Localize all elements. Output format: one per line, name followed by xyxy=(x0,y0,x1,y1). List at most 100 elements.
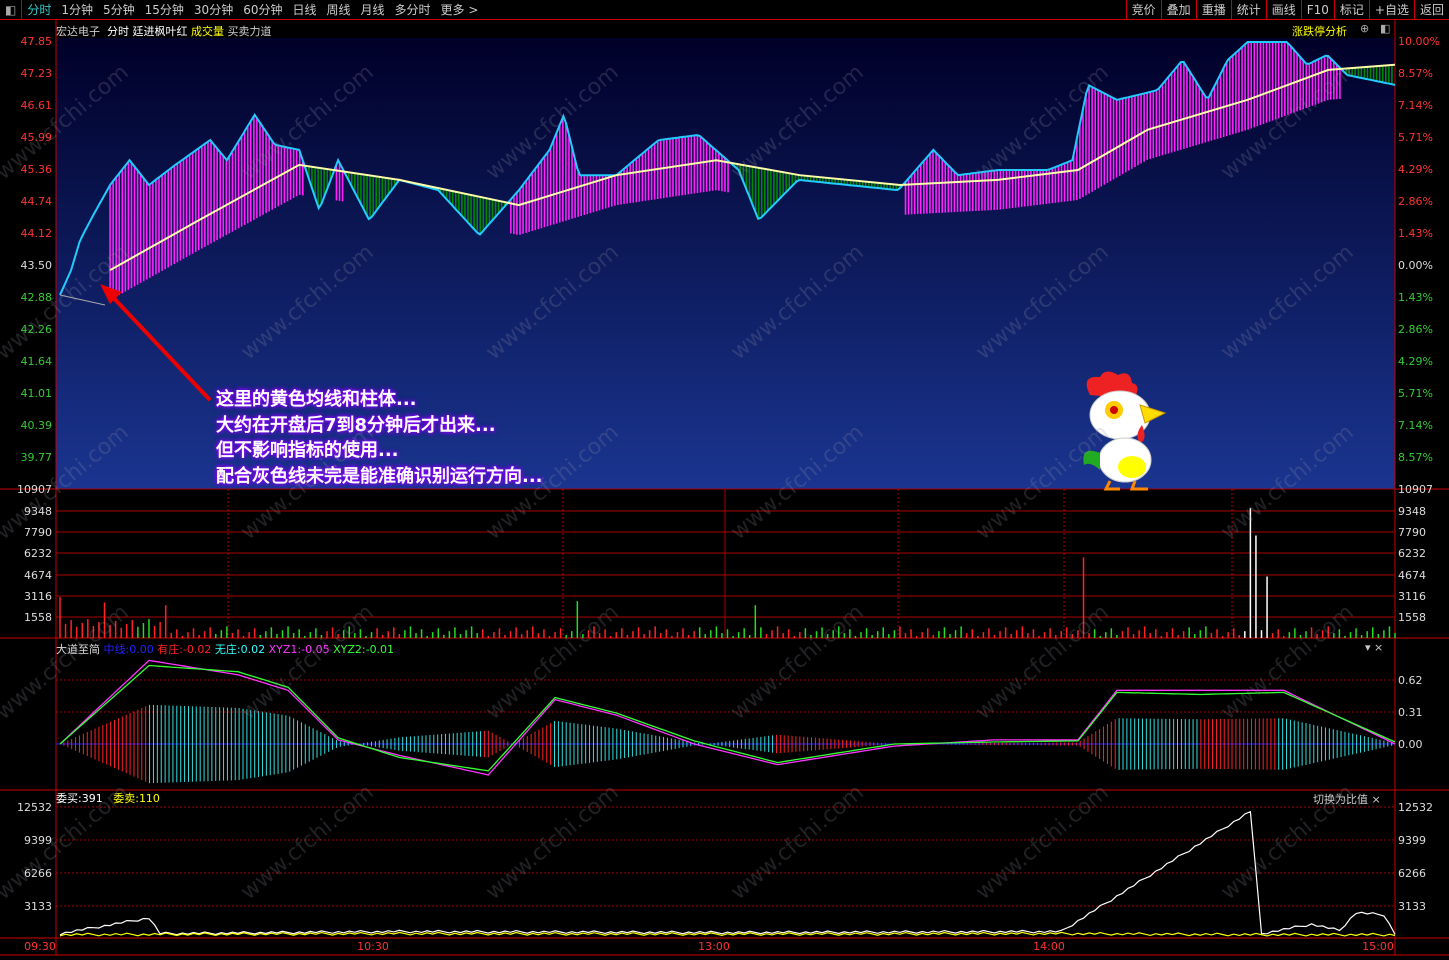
orders-tick: 3133 xyxy=(24,900,52,913)
toolbar-button[interactable]: 返回 xyxy=(1413,0,1449,20)
avg-line xyxy=(109,63,1396,272)
toolbar-button[interactable]: 叠加 xyxy=(1160,0,1196,20)
tab-period[interactable]: 5分钟 xyxy=(103,2,135,17)
price-tick: 45.36 xyxy=(21,163,53,176)
toolbar-button[interactable]: 重播 xyxy=(1195,0,1231,20)
wu-value: 无庄:0.02 xyxy=(214,643,266,656)
stock-name: 宏达电子 xyxy=(56,25,100,38)
volume-tick: 9348 xyxy=(1398,505,1426,518)
annotation-text: 这里的黄色均线和柱体... 大约在开盘后7到8分钟后才出来... 但不影响指标的… xyxy=(216,387,543,489)
volume-tick: 9348 xyxy=(24,505,52,518)
buy-orders: 委买:391 xyxy=(56,792,103,805)
price-tick: 39.77 xyxy=(21,451,53,464)
annotation-line: 配合灰色线未完是能准确识别运行方向... xyxy=(216,465,543,487)
xyz2-value: XYZ2:-0.01 xyxy=(333,643,395,656)
price-tick: 42.88 xyxy=(21,291,53,304)
time-tick: 13:00 xyxy=(698,940,730,953)
time-tick: 15:00 xyxy=(1362,940,1394,953)
tab-period[interactable]: 60分钟 xyxy=(243,2,283,17)
arrow-shaft xyxy=(106,290,212,402)
limit-analysis-button[interactable]: 涨跌停分析 xyxy=(1292,25,1347,38)
pct-tick: 5.71% xyxy=(1398,131,1433,144)
mode-label[interactable]: 分时 xyxy=(107,25,129,38)
tab-period[interactable]: 周线 xyxy=(326,2,351,17)
tab-period[interactable]: 更多 > xyxy=(440,2,479,17)
annotation-line: 大约在开盘后7到8分钟后才出来... xyxy=(216,414,496,436)
layout-toggle-icon[interactable]: ◧ xyxy=(0,0,23,20)
chart-header: 宏达电子 分时 廷进枫叶红 成交量 买卖力道 xyxy=(56,23,272,39)
expand-icon[interactable]: ⊕ xyxy=(1360,22,1370,35)
pct-tick: 10.00% xyxy=(1398,35,1440,48)
indicator-tick: 0.62 xyxy=(1398,674,1423,687)
orders-tick: 9399 xyxy=(1398,834,1426,847)
volume-tick: 7790 xyxy=(1398,526,1426,539)
pct-tick: 1.43% xyxy=(1398,291,1433,304)
toolbar-button[interactable]: 竞价 xyxy=(1125,0,1161,20)
xyz1-line xyxy=(59,659,1396,776)
toolbar-button[interactable]: 画线 xyxy=(1265,0,1301,20)
orders-tick: 6266 xyxy=(1398,867,1426,880)
pct-tick: 1.43% xyxy=(1398,227,1433,240)
orders-tick: 12532 xyxy=(1398,801,1433,814)
indicator-name[interactable]: 廷进枫叶红 xyxy=(132,25,188,38)
price-tick: 40.39 xyxy=(21,419,53,432)
annotation-line: 但不影响指标的使用... xyxy=(216,440,399,461)
orders-tick: 6266 xyxy=(24,867,52,880)
pct-tick: 4.29% xyxy=(1398,355,1433,368)
xyz2-line xyxy=(59,664,1396,772)
pct-tick: 0.00% xyxy=(1398,259,1433,272)
xyz1-value: XYZ1:-0.05 xyxy=(268,643,330,656)
pct-tick: 2.86% xyxy=(1398,323,1433,336)
buy_orders-line xyxy=(59,810,1396,936)
mid-line-value: 中线:0.00 xyxy=(103,643,154,656)
pct-tick: 2.86% xyxy=(1398,195,1433,208)
sell-orders: 委卖:110 xyxy=(113,792,160,805)
indicator-legend: 大道至简 中线:0.00 有庄:-0.02 无庄:0.02 XYZ1:-0.05… xyxy=(56,641,394,657)
pct-tick: 7.14% xyxy=(1398,419,1433,432)
toolbar-button[interactable]: +自选 xyxy=(1368,0,1414,20)
volume-tick: 10907 xyxy=(1398,483,1433,496)
you-value: 有庄:-0.02 xyxy=(157,643,212,656)
toolbar-button[interactable]: 标记 xyxy=(1333,0,1369,20)
price-tick: 41.01 xyxy=(21,387,53,400)
time-tick: 14:00 xyxy=(1033,940,1065,953)
period-tabs: 分时 1分钟 5分钟 15分钟 30分钟 60分钟 日线 周线 月线 多分时 更多 > xyxy=(22,0,483,20)
volume-tick: 6232 xyxy=(24,547,52,560)
price-tick: 41.64 xyxy=(21,355,53,368)
time-tick: 10:30 xyxy=(357,940,389,953)
orders-tick: 3133 xyxy=(1398,900,1426,913)
volume-tick: 3116 xyxy=(24,590,52,603)
tab-period[interactable]: 1分钟 xyxy=(61,2,93,17)
indicator-title: 大道至简 xyxy=(56,643,100,656)
tab-period[interactable]: 日线 xyxy=(292,2,317,17)
toolbar-button[interactable]: 统计 xyxy=(1230,0,1266,20)
tab-period[interactable]: 30分钟 xyxy=(193,2,234,17)
tab-period[interactable]: 分时 xyxy=(27,2,52,17)
price-tick: 46.61 xyxy=(21,99,53,112)
indicator-tick: 0.31 xyxy=(1398,706,1423,719)
price-tick: 45.99 xyxy=(21,131,53,144)
indicator-tick: 0.00 xyxy=(1398,738,1423,751)
switch-ratio-button[interactable]: 切换为比值 × xyxy=(1313,793,1381,806)
orders-tick: 9399 xyxy=(24,834,52,847)
toolbar-button[interactable]: F10 xyxy=(1300,0,1334,20)
volume-tick: 1558 xyxy=(24,611,52,624)
pct-tick: 4.29% xyxy=(1398,163,1433,176)
pct-tick: 5.71% xyxy=(1398,387,1433,400)
orders-legend: 委买:391 委卖:110 xyxy=(56,790,160,806)
indicator-menu-icon[interactable]: ▾ × xyxy=(1365,641,1384,654)
tab-period[interactable]: 多分时 xyxy=(394,2,431,17)
tab-period[interactable]: 月线 xyxy=(360,2,385,17)
price-tick: 44.74 xyxy=(21,195,53,208)
price-tick: 43.50 xyxy=(21,259,53,272)
volume-tick: 7790 xyxy=(24,526,52,539)
tab-period[interactable]: 15分钟 xyxy=(144,2,184,17)
force-label[interactable]: 买卖力道 xyxy=(227,25,272,38)
right-toolbar: 竞价 叠加 重播 统计 画线 F10 标记 +自选 返回 xyxy=(1125,0,1449,20)
panel-toggle-icon[interactable]: ◧ xyxy=(1380,22,1391,35)
annotation-line: 这里的黄色均线和柱体... xyxy=(216,389,417,410)
price-tick: 47.23 xyxy=(21,67,53,80)
volume-tick: 4674 xyxy=(1398,569,1426,582)
volume-label[interactable]: 成交量 xyxy=(191,25,224,38)
